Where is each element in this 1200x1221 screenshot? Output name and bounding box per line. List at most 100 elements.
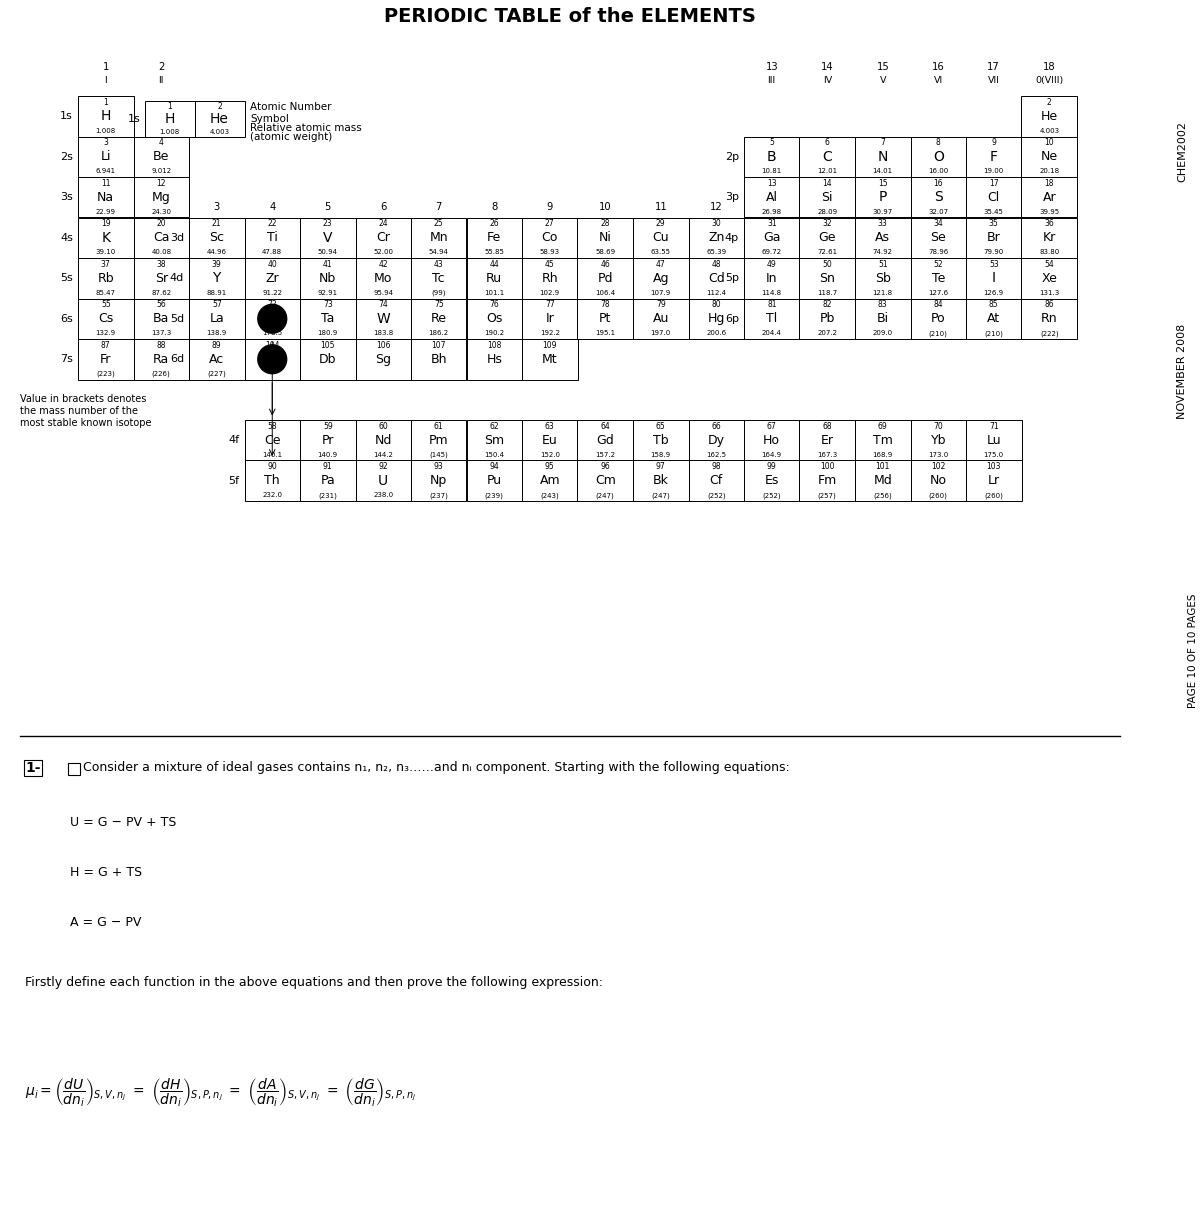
Text: Re: Re [431, 313, 446, 325]
Text: 22.99: 22.99 [96, 209, 115, 215]
Text: Si: Si [822, 190, 833, 204]
Bar [1021, 137, 1076, 177]
Text: 83: 83 [878, 300, 888, 309]
Text: 39.10: 39.10 [96, 249, 116, 255]
Text: 4: 4 [158, 138, 163, 148]
Bar [245, 258, 300, 298]
Bar [966, 258, 1021, 298]
Bar [467, 217, 522, 258]
Bar [966, 137, 1021, 177]
Text: 232.0: 232.0 [263, 492, 282, 498]
Text: 40: 40 [268, 260, 277, 269]
Bar [577, 420, 634, 460]
Bar [410, 460, 467, 501]
Circle shape [258, 304, 287, 333]
Text: 58.69: 58.69 [595, 249, 616, 255]
Text: Br: Br [986, 231, 1001, 244]
Text: 5d: 5d [170, 314, 184, 324]
Text: Pa: Pa [320, 474, 335, 487]
Text: III: III [768, 76, 776, 85]
Text: 0(VIII): 0(VIII) [1036, 76, 1063, 85]
Text: 12.01: 12.01 [817, 168, 838, 175]
Text: He: He [210, 112, 229, 126]
Text: 20.18: 20.18 [1039, 168, 1060, 175]
Text: 6: 6 [824, 138, 829, 148]
Text: 91.22: 91.22 [263, 289, 282, 295]
Bar [799, 298, 854, 339]
Text: 26.98: 26.98 [762, 209, 782, 215]
Text: 22: 22 [268, 220, 277, 228]
Text: 207.2: 207.2 [817, 331, 838, 336]
Text: 103: 103 [986, 463, 1001, 471]
Text: Sn: Sn [820, 272, 835, 284]
Text: 8: 8 [936, 138, 941, 148]
Text: 96: 96 [600, 463, 610, 471]
Text: 7: 7 [881, 138, 886, 148]
Text: NOVEMBER 2008: NOVEMBER 2008 [1177, 324, 1187, 419]
Text: 63.55: 63.55 [650, 249, 671, 255]
Text: 59: 59 [323, 422, 332, 431]
Text: 14.01: 14.01 [872, 168, 893, 175]
Text: 24: 24 [378, 220, 388, 228]
Text: Pr: Pr [322, 433, 334, 447]
Text: 175.0: 175.0 [984, 452, 1004, 458]
Text: Os: Os [486, 313, 503, 325]
Text: 3: 3 [214, 203, 220, 212]
Text: P: P [878, 190, 887, 204]
Text: 10: 10 [1044, 138, 1054, 148]
Text: 4: 4 [269, 203, 275, 212]
Bar [194, 101, 245, 137]
Bar [634, 298, 689, 339]
Bar [911, 177, 966, 217]
Text: (231): (231) [318, 492, 337, 498]
Bar [245, 298, 300, 339]
Text: 87: 87 [101, 341, 110, 350]
Bar [245, 339, 300, 380]
Text: 209.0: 209.0 [872, 331, 893, 336]
Text: 80: 80 [712, 300, 721, 309]
Text: 200.6: 200.6 [706, 331, 726, 336]
Text: 50: 50 [822, 260, 832, 269]
Bar [854, 217, 911, 258]
Text: II: II [158, 76, 164, 85]
Text: 4d: 4d [169, 274, 184, 283]
Text: 180.9: 180.9 [318, 331, 338, 336]
Text: (222): (222) [1040, 330, 1058, 337]
Text: 46: 46 [600, 260, 610, 269]
Bar [689, 460, 744, 501]
Text: Na: Na [97, 190, 114, 204]
Bar [522, 420, 577, 460]
Text: 18: 18 [1044, 179, 1054, 188]
Bar [190, 217, 245, 258]
Text: (247): (247) [652, 492, 670, 498]
Text: Cu: Cu [653, 231, 670, 244]
Text: 60: 60 [378, 422, 388, 431]
Text: Pu: Pu [487, 474, 502, 487]
Text: 67: 67 [767, 422, 776, 431]
Bar [68, 762, 80, 774]
Text: Xe: Xe [1042, 272, 1057, 284]
Text: 5p: 5p [725, 274, 739, 283]
Text: Sg: Sg [376, 353, 391, 366]
Text: 79.90: 79.90 [984, 249, 1004, 255]
Text: 39: 39 [212, 260, 222, 269]
Text: 5: 5 [324, 203, 331, 212]
Text: Ce: Ce [264, 433, 281, 447]
Text: Rh: Rh [541, 272, 558, 284]
Text: 9: 9 [546, 203, 553, 212]
Bar [410, 298, 467, 339]
Text: 1: 1 [103, 98, 108, 107]
Text: 204.4: 204.4 [762, 331, 781, 336]
Bar [744, 177, 799, 217]
Text: Mo: Mo [374, 272, 392, 284]
Bar [300, 420, 355, 460]
Text: A = G − PV: A = G − PV [70, 916, 142, 929]
Text: Yb: Yb [930, 433, 946, 447]
Text: 4f: 4f [228, 435, 240, 446]
Text: Tc: Tc [432, 272, 445, 284]
Text: 16: 16 [932, 62, 944, 72]
Text: Cd: Cd [708, 272, 725, 284]
Text: 106.4: 106.4 [595, 289, 616, 295]
Text: Hg: Hg [708, 313, 725, 325]
Text: 38: 38 [156, 260, 166, 269]
